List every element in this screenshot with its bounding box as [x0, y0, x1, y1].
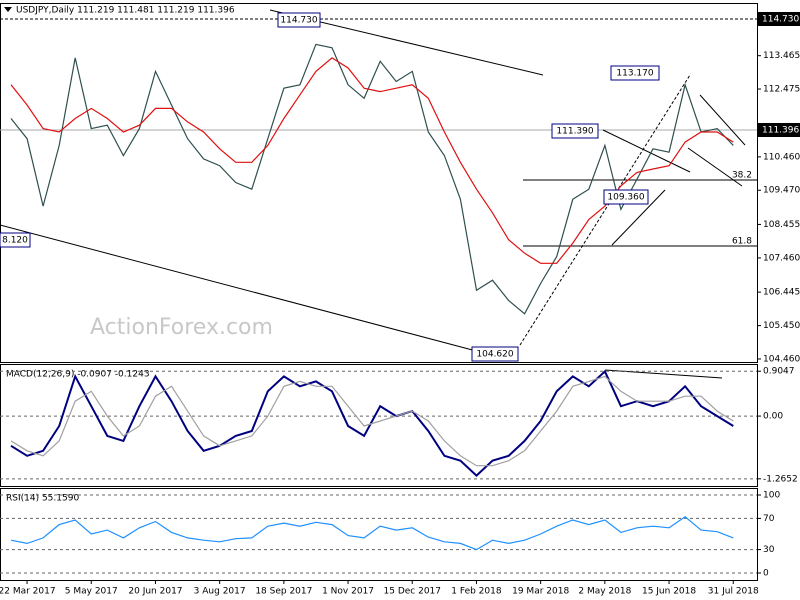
collapse-icon: [4, 7, 12, 12]
x-tick-label: 22 Mar 2017: [0, 587, 56, 597]
x-tick-label: 31 Jul 2018: [708, 587, 759, 597]
price-panel: [0, 3, 758, 363]
x-tick-label: 20 Jun 2017: [128, 587, 182, 597]
y-tick-label: 104.460: [763, 354, 800, 364]
y-tick-label: 105.450: [763, 321, 800, 331]
price-tag: 114.730: [762, 15, 799, 25]
drawings: [0, 9, 757, 379]
annotation: 8.120: [2, 236, 28, 246]
y-tick-label: -1.2652: [763, 474, 798, 484]
annotation-box: [471, 346, 519, 362]
y-tick-label: 109.470: [763, 186, 800, 196]
annotation: 114.730: [280, 16, 317, 26]
y-tick-label: 113.465: [763, 51, 800, 61]
trend-line: [611, 189, 666, 246]
macd-panel: [0, 364, 758, 487]
annotation: 61.8: [732, 237, 752, 247]
rsi-panel: [0, 488, 758, 581]
x-tick-label: 15 Jun 2018: [642, 587, 696, 597]
y-tick-label: 100: [763, 491, 780, 501]
x-tick-label: 3 Aug 2017: [194, 587, 246, 597]
y-tick-label: 107.460: [763, 253, 800, 263]
y-tick-label: 110.460: [763, 152, 800, 162]
series-line: [10, 375, 734, 467]
y-tick-label: 0.9047: [763, 367, 795, 377]
trend-line: [699, 94, 746, 146]
x-tick-label: 1 Feb 2018: [451, 587, 502, 597]
series-line: [10, 43, 734, 315]
x-tick-label: 2 May 2018: [578, 587, 631, 597]
trend-line: [687, 147, 743, 187]
y-tick-label: 0.00: [763, 412, 783, 422]
x-tick-label: 1 Nov 2017: [322, 587, 374, 597]
price-tag-box: [758, 123, 800, 137]
annotation: 109.360: [607, 193, 644, 203]
rsi-title: RSI(14) 55.1590: [6, 494, 79, 504]
x-tick-label: 19 Mar 2018: [512, 587, 569, 597]
price-tag: 111.396: [762, 126, 799, 136]
annotation-box: [603, 189, 649, 205]
x-tick-label: 15 Dec 2017: [384, 587, 442, 597]
trend-line: [519, 74, 691, 346]
watermark: ActionForex.com: [90, 315, 273, 340]
y-tick-label: 108.455: [763, 220, 800, 230]
x-tick-label: 18 Sep 2017: [255, 587, 312, 597]
trend-line: [0, 224, 481, 353]
y-tick-label: 0: [763, 568, 769, 578]
y-tick-label: 112.475: [763, 85, 800, 95]
annotation: 113.170: [616, 69, 653, 79]
series-line: [10, 516, 734, 551]
y-tick-label: 30: [763, 545, 775, 555]
trend-line: [602, 129, 691, 173]
annotation-box: [277, 12, 321, 28]
annotation: 104.620: [476, 350, 513, 360]
annotation-box: [610, 65, 660, 81]
y-tick-label: 70: [763, 514, 775, 524]
series-line: [10, 369, 734, 477]
y-tick-label: 106.445: [763, 288, 800, 298]
annotation-box: [551, 123, 599, 139]
chart-title: USDJPY,Daily 111.219 111.481 111.219 111…: [16, 6, 235, 16]
annotation: 38.2: [732, 171, 752, 181]
price-tag-box: [758, 12, 800, 26]
annotation: 111.390: [556, 127, 593, 137]
x-tick-label: 5 May 2017: [65, 587, 118, 597]
annotation-box: [0, 232, 31, 248]
macd-title: MACD(12,26,9) -0.0907 -0.1243: [6, 370, 150, 380]
